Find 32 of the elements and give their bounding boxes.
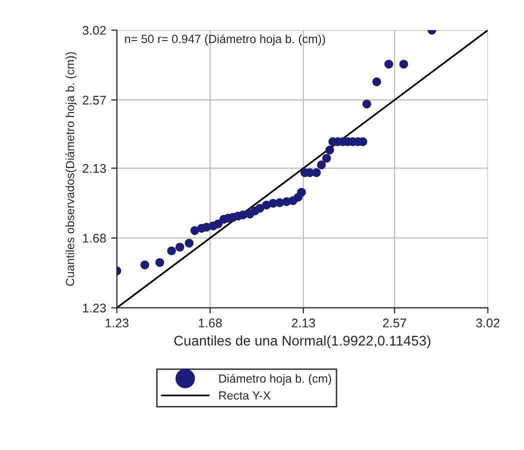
y-axis-title: Cuantiles observados(Diámetro hoja b. (cm)): [65, 52, 77, 286]
point: [399, 60, 408, 69]
x-tick-label: 2.57: [383, 318, 406, 328]
point: [184, 238, 194, 248]
point: [175, 242, 184, 252]
point: [167, 246, 176, 256]
y-tick-label: 2.57: [82, 96, 106, 105]
x-tick-label: 3.02: [476, 318, 500, 328]
point: [155, 258, 164, 267]
legend-label: Recta Y-X: [219, 391, 271, 400]
y-tick-label: 3.02: [82, 26, 106, 35]
point: [190, 226, 200, 235]
y-tick-label: 1.23: [83, 304, 106, 312]
point: [255, 204, 264, 213]
y-tick-label: 2.13: [82, 164, 106, 173]
point: [372, 77, 382, 86]
x-tick-label: 1.23: [106, 318, 128, 328]
x-axis-title: Cuantiles de una Normal(1.9922,0.11453): [174, 335, 430, 348]
point: [325, 146, 334, 154]
annotation: n= 50 r= 0.947 (Diámetro hoja b. (cm)): [125, 34, 325, 46]
point: [362, 100, 372, 108]
point: [322, 154, 331, 163]
point: [140, 260, 150, 270]
legend-label: Diámetro hoja b. (cm): [219, 374, 332, 386]
y-tick-label: 1.68: [83, 234, 106, 243]
x-tick-label: 2.13: [292, 318, 315, 328]
x-tick-label: 1.68: [198, 318, 222, 328]
point: [214, 219, 223, 228]
point: [312, 168, 321, 178]
point: [317, 160, 326, 170]
point: [384, 60, 394, 69]
point: [297, 188, 306, 197]
